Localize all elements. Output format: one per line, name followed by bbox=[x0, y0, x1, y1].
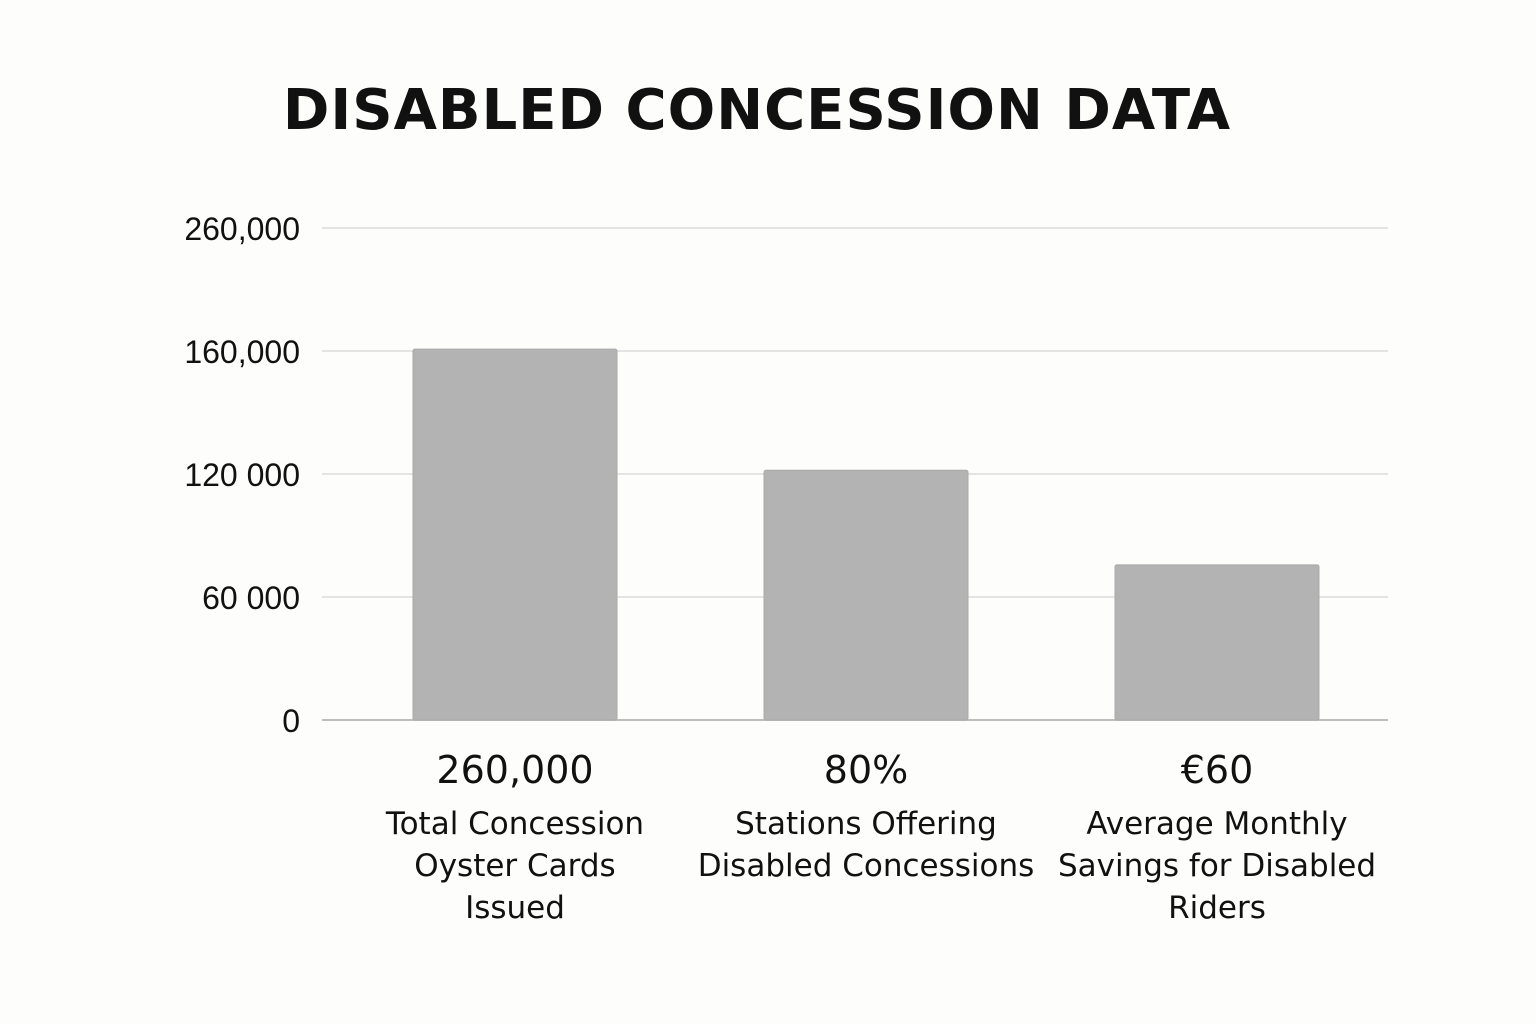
y-tick-label: 160,000 bbox=[184, 334, 300, 370]
chart-title: DISABLED CONCESSION DATA bbox=[282, 78, 1232, 143]
y-tick-label: 60 000 bbox=[202, 580, 300, 616]
category-label-line: Disabled Concessions bbox=[698, 848, 1035, 884]
y-axis-ticks: 0 60 000 120 000 160,000 260,000 bbox=[184, 211, 300, 739]
category-label-line: Issued bbox=[465, 890, 565, 926]
category-label-line: Total Concession bbox=[385, 806, 644, 842]
y-tick-label: 0 bbox=[282, 703, 300, 739]
bar bbox=[1114, 564, 1320, 721]
category-label-line: Savings for Disabled bbox=[1058, 848, 1376, 884]
bar bbox=[763, 469, 969, 721]
bar-value-label: €60 bbox=[1181, 748, 1254, 792]
bars bbox=[412, 348, 1320, 721]
x-axis-labels: 260,000 80% €60 Total Concession Oyster Card… bbox=[385, 748, 1376, 926]
bar-value-label: 260,000 bbox=[436, 748, 593, 792]
y-tick-label: 260,000 bbox=[184, 211, 300, 247]
y-tick-label: 120 000 bbox=[184, 457, 300, 493]
bar bbox=[412, 348, 618, 721]
category-label-line: Riders bbox=[1168, 890, 1266, 926]
category-label-line: Average Monthly bbox=[1086, 806, 1347, 842]
bar-value-label: 80% bbox=[824, 748, 908, 792]
category-label-line: Stations Offering bbox=[735, 806, 997, 842]
category-label-line: Oyster Cards bbox=[414, 848, 615, 884]
